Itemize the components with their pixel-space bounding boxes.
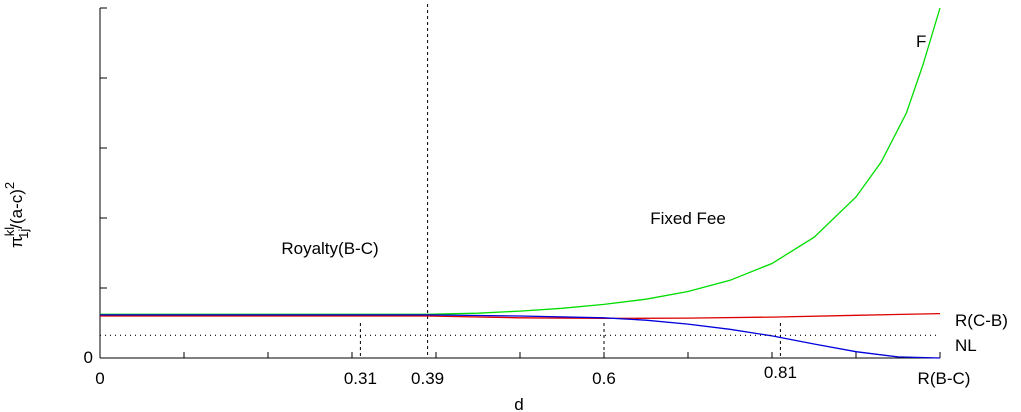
y-tick-label: 0 [84, 348, 93, 367]
series-label-nl: NL [955, 336, 977, 355]
x-tick-label: 0 [95, 369, 104, 388]
x-tick-label: 0.31 [344, 369, 377, 388]
y-axis-label-part: π [7, 236, 26, 248]
y-axis-label-part: kl [2, 227, 17, 237]
annotations: d πkl1j/(a-c)2 Royalty(B-C) Fixed Fee F R(C-B… [2, 32, 1008, 412]
series-line-f [100, 7, 941, 315]
y-axis-label: πkl1j/(a-c)2 [2, 182, 31, 248]
x-tick-label: 0.39 [411, 369, 444, 388]
x-tick-label: 0.81 [764, 363, 797, 382]
region-label-royalty: Royalty(B-C) [281, 239, 378, 258]
y-axis-label-part: 1j [16, 229, 31, 239]
x-tick-label: R(B-C) [918, 369, 971, 388]
axes [99, 7, 941, 359]
series-label-r-c-b: R(C-B) [955, 311, 1008, 330]
vertical-dashed-lines [359, 4, 781, 358]
series-group [100, 7, 941, 359]
series-label-f: F [916, 32, 926, 51]
x-axis-label: d [514, 395, 523, 412]
tick-labels: 0 0.31 0.39 0.6 0.81 R(B-C) 0 [84, 348, 971, 388]
y-axis-label-part: 2 [2, 182, 17, 189]
y-axis-label-part: /(a-c) [7, 189, 26, 229]
x-tick-label: 0.6 [592, 369, 616, 388]
series-line-2 [100, 314, 941, 359]
region-label-fixed-fee: Fixed Fee [650, 209, 726, 228]
series-line-r-c-b [100, 312, 941, 320]
